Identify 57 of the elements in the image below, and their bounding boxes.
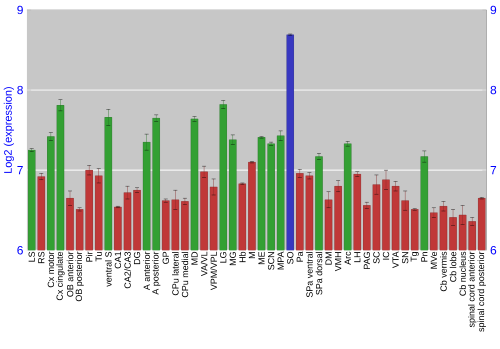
y-tick-label: 9: [17, 6, 23, 14]
x-tick-label: LG: [220, 252, 226, 263]
x-tick-label: RS: [38, 252, 44, 264]
x-tick-label: MD: [191, 252, 198, 265]
y-tick-label: 6: [17, 246, 23, 254]
x-tick-label: PAG: [364, 252, 370, 269]
x-tick-label: ME: [258, 252, 265, 264]
x-tick-label: OB posterior: [75, 252, 84, 302]
x-tick-label: IC: [382, 252, 390, 260]
x-tick-label: spinal cord posterior: [478, 252, 486, 332]
y2-tick-label: 9: [490, 6, 496, 14]
x-tick-label: ventral S: [105, 252, 112, 287]
x-tick-label: Cb vermis: [440, 252, 447, 292]
x-tick-label: Pn: [421, 252, 428, 262]
x-tick-label: LS: [28, 252, 35, 262]
x-tick-label: Pa: [296, 251, 303, 262]
x-tick-label: A posterior: [152, 252, 160, 295]
x-tick-label: VPM/VPL: [210, 252, 217, 290]
x-tick-label: VMH: [335, 252, 342, 272]
x-tick-label: MPA: [278, 251, 284, 270]
x-tick-label: Cx motor: [48, 252, 54, 288]
x-tick-label: spinal cord anterior: [468, 252, 476, 328]
x-tick-label: Tu: [96, 252, 102, 262]
x-tick-label: M: [248, 252, 256, 258]
x-tick-label: CA1: [114, 252, 122, 268]
x-tick-label: CPu medial: [182, 252, 188, 298]
x-tick-label: SO: [287, 252, 294, 264]
x-tick-label: Hb: [239, 252, 246, 262]
x-tick-label: Cb nucleus: [459, 252, 466, 296]
x-tick-label: Tg: [410, 252, 419, 262]
x-tick-label: CPu lateral: [172, 252, 179, 296]
x-tick-label: A anterior: [143, 252, 150, 290]
y-tick-label: 7: [17, 166, 23, 174]
y2-tick-label: 6: [490, 246, 496, 254]
x-tick-label: MG: [230, 252, 236, 266]
x-tick-label: SPa dorsal: [316, 252, 322, 295]
x-tick-label: DM: [325, 252, 332, 265]
x-tick-label: Cb lobe: [450, 252, 456, 282]
x-tick-label: MVe: [430, 252, 438, 269]
x-tick-label: SPa ventral: [306, 252, 313, 298]
x-tick-label: Arc: [344, 252, 351, 265]
x-tick-label: DG: [134, 252, 140, 264]
x-tick-label: SCN: [268, 252, 274, 270]
x-tick-label: SN: [402, 252, 408, 264]
x-tick-label: VTA: [392, 251, 399, 268]
x-tick-label: Pir: [86, 252, 92, 262]
x-tick-label: LH: [354, 252, 360, 262]
y-tick-label: 8: [17, 86, 23, 94]
x-tick-label: OB anterior: [66, 252, 74, 297]
x-tick-label: Cx cingulate: [56, 252, 65, 300]
y2-tick-label: 8: [490, 86, 496, 94]
y-axis-title: Log2 (expression): [4, 87, 14, 173]
x-tick-label: VA/VL: [200, 252, 208, 276]
y2-tick-label: 7: [490, 166, 496, 174]
x-tick-label: GP: [162, 252, 169, 264]
x-tick-label: CA2/CA3: [124, 252, 131, 288]
x-tick-label: SC: [373, 252, 380, 264]
